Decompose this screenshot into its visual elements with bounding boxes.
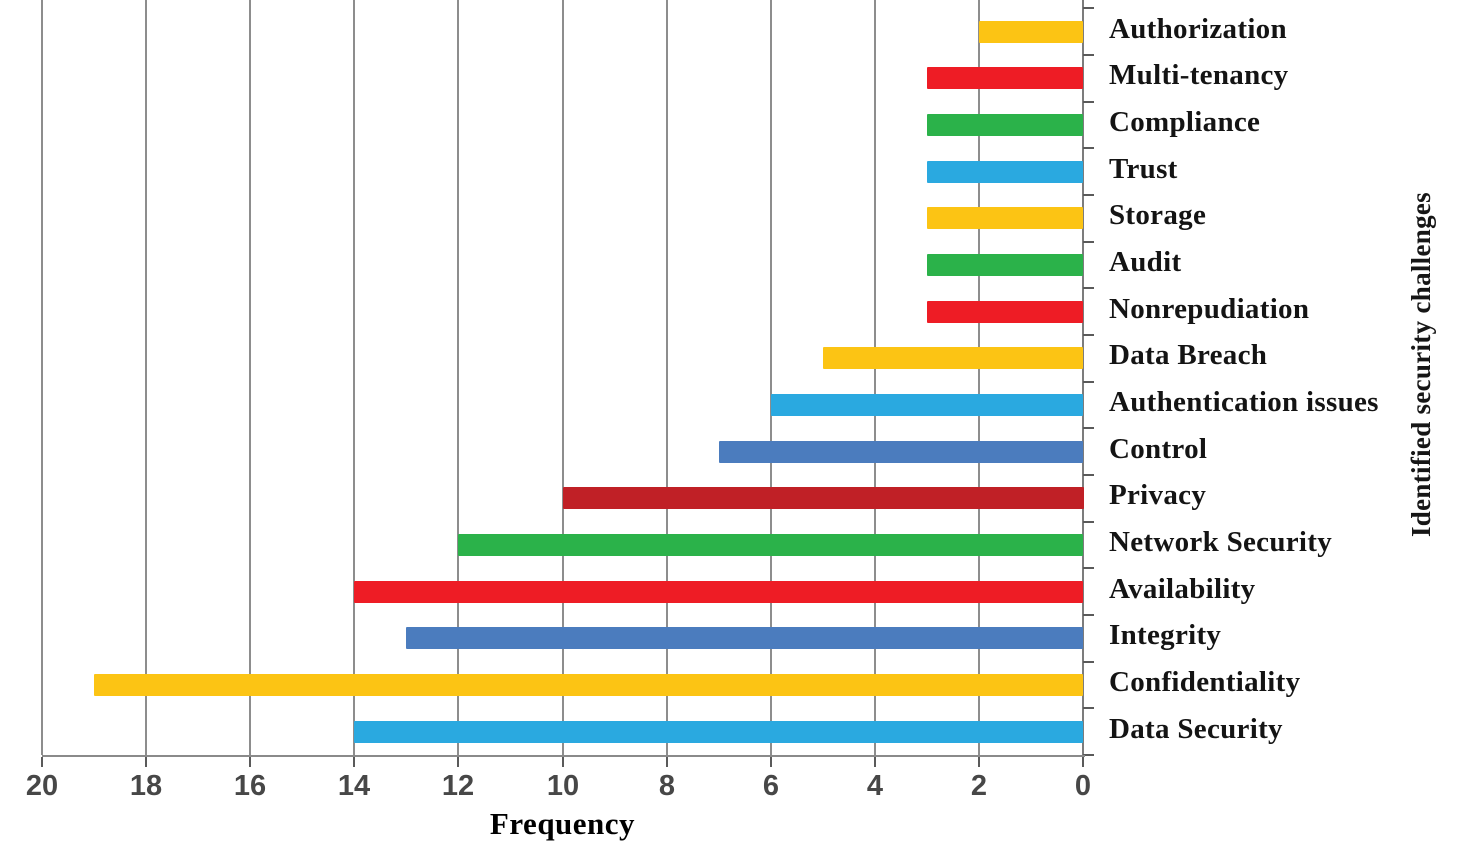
gridline (41, 0, 43, 755)
y-axis-tick (1083, 707, 1094, 709)
x-tick-label: 8 (658, 770, 676, 802)
bar-storage (927, 207, 1083, 229)
bar-audit (927, 254, 1083, 276)
category-label: Control (1109, 433, 1208, 465)
category-label: Compliance (1109, 106, 1261, 138)
gridline (145, 0, 147, 755)
y-axis-tick (1083, 101, 1094, 103)
y-axis-tick (1083, 194, 1094, 196)
category-label: Storage (1109, 199, 1207, 231)
x-axis-tick (666, 757, 668, 767)
x-tick-label: 18 (129, 770, 163, 802)
x-axis-tick (457, 757, 459, 767)
bar-data-breach (823, 347, 1083, 369)
category-label: Nonrepudiation (1109, 293, 1310, 325)
bar-data-security (354, 721, 1083, 743)
bar-compliance (927, 114, 1083, 136)
gridline (978, 0, 980, 755)
y-axis-tick (1083, 334, 1094, 336)
x-axis-tick (770, 757, 772, 767)
x-tick-label: 14 (337, 770, 371, 802)
y-axis-tick (1083, 287, 1094, 289)
category-label: Authentication issues (1109, 386, 1379, 418)
x-axis-title: Frequency (489, 806, 636, 841)
x-tick-label: 2 (970, 770, 988, 802)
gridline (770, 0, 772, 755)
bar-control (719, 441, 1083, 463)
y-axis-line (1082, 0, 1084, 766)
category-label: Privacy (1109, 479, 1207, 511)
x-axis-tick (874, 757, 876, 767)
y-axis-tick (1083, 754, 1094, 756)
gridline (874, 0, 876, 755)
x-axis-tick (41, 757, 43, 767)
x-axis-tick (145, 757, 147, 767)
x-axis-tick (249, 757, 251, 767)
x-tick-label: 10 (546, 770, 580, 802)
category-label: Availability (1109, 573, 1256, 605)
bar-integrity (406, 627, 1083, 649)
y-axis-tick (1083, 614, 1094, 616)
y-axis-tick (1083, 474, 1094, 476)
gridline (353, 0, 355, 755)
category-label: Trust (1109, 153, 1178, 185)
x-tick-label: 12 (441, 770, 475, 802)
category-label: Audit (1109, 246, 1182, 278)
category-label: Data Security (1109, 713, 1283, 745)
x-tick-label: 0 (1074, 770, 1092, 802)
bar-privacy (563, 487, 1084, 509)
y-axis-title: Identified security challenges (1406, 192, 1436, 538)
x-axis-tick (353, 757, 355, 767)
x-axis-tick (562, 757, 564, 767)
category-label: Confidentiality (1109, 666, 1301, 698)
bar-multi-tenancy (927, 67, 1083, 89)
bar-nonrepudiation (927, 301, 1083, 323)
gridline (249, 0, 251, 755)
gridline (562, 0, 564, 755)
plot-area (41, 0, 1094, 766)
x-tick-label: 20 (25, 770, 59, 802)
bar-authentication-issues (771, 394, 1083, 416)
bar-authorization (979, 21, 1083, 43)
category-label: Data Breach (1109, 339, 1268, 371)
x-tick-label: 16 (233, 770, 267, 802)
category-label: Integrity (1109, 619, 1222, 651)
y-axis-tick (1083, 147, 1094, 149)
y-axis-tick (1083, 521, 1094, 523)
y-axis-tick (1083, 567, 1094, 569)
x-tick-label: 4 (866, 770, 884, 802)
y-axis-tick (1083, 241, 1094, 243)
y-axis-tick (1083, 381, 1094, 383)
bar-network-security (458, 534, 1083, 556)
y-axis-tick (1083, 427, 1094, 429)
gridline (666, 0, 668, 755)
y-axis-tick (1083, 54, 1094, 56)
y-axis-tick (1083, 661, 1094, 663)
x-tick-label: 6 (762, 770, 780, 802)
bar-availability (354, 581, 1083, 603)
x-axis-tick (1082, 757, 1084, 767)
gridline (457, 0, 459, 755)
y-axis-tick (1083, 7, 1094, 9)
bar-trust (927, 161, 1083, 183)
bar-confidentiality (94, 674, 1083, 696)
category-label: Multi-tenancy (1109, 59, 1289, 91)
x-axis-tick (978, 757, 980, 767)
x-axis-line (42, 755, 1085, 757)
category-label: Network Security (1109, 526, 1333, 558)
category-label: Authorization (1109, 13, 1287, 45)
